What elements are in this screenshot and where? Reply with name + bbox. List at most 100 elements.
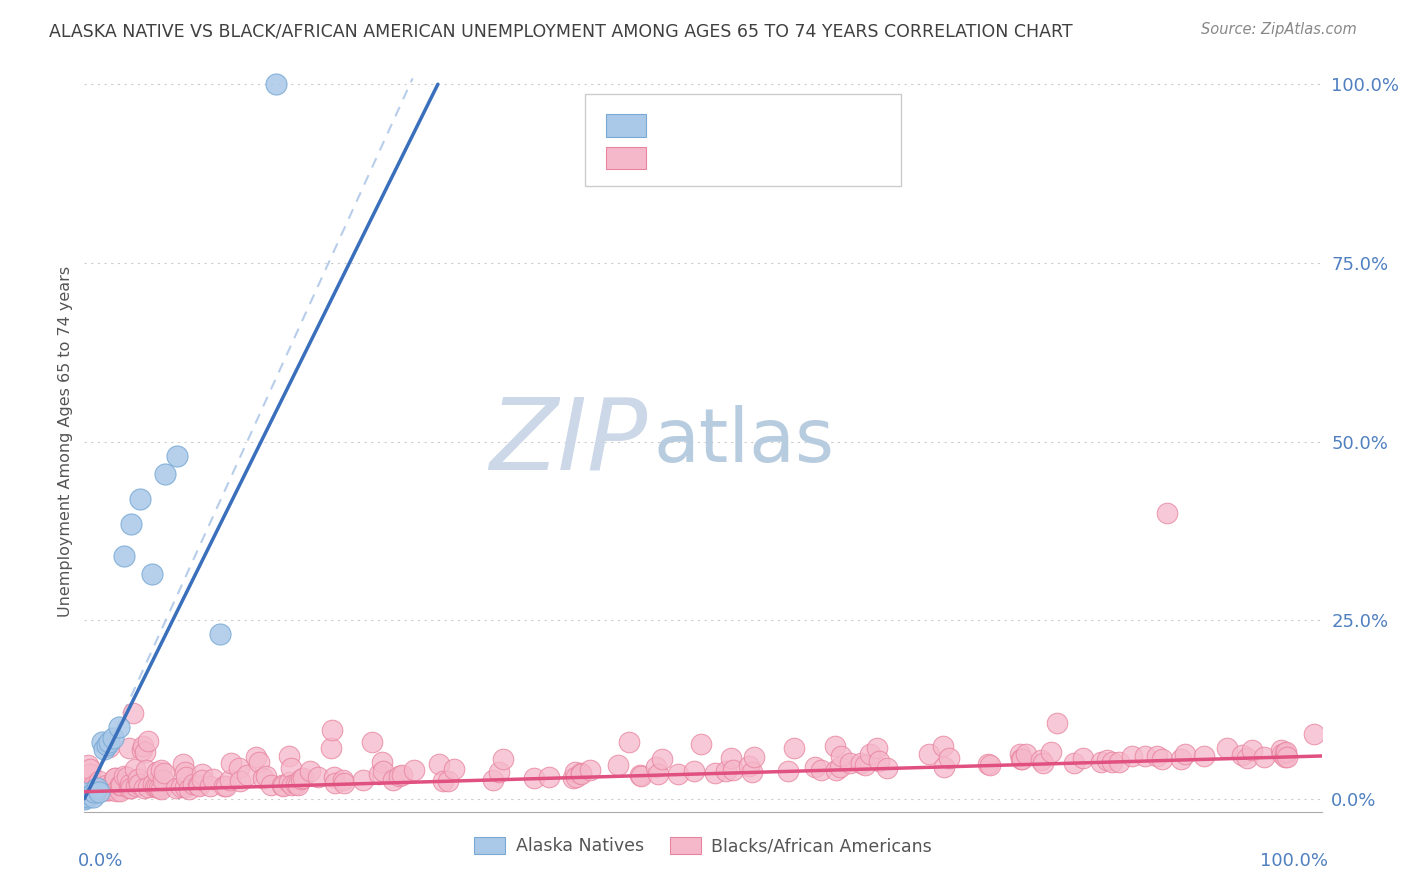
Point <box>82 779 104 793</box>
Point <box>79 767 101 781</box>
Point <box>87 784 110 798</box>
Point <box>322 770 344 784</box>
Point <box>76 783 98 797</box>
Point <box>1008 747 1031 761</box>
Point <box>187 780 209 794</box>
Point <box>371 755 394 769</box>
Point <box>1192 748 1215 763</box>
Point <box>247 755 270 769</box>
Point <box>1275 745 1298 759</box>
Point <box>132 780 155 795</box>
Point <box>876 761 898 775</box>
Point <box>721 763 744 777</box>
Point <box>79 789 101 803</box>
Point <box>120 777 142 791</box>
Point <box>94 783 117 797</box>
Point <box>839 756 862 771</box>
Point <box>1150 752 1173 766</box>
Point <box>108 720 131 734</box>
Point <box>298 764 321 779</box>
Point <box>287 778 309 792</box>
Point <box>432 774 454 789</box>
Point <box>90 734 112 748</box>
Point <box>86 781 108 796</box>
Text: atlas: atlas <box>654 405 835 478</box>
Point <box>651 752 673 766</box>
Point <box>738 759 761 773</box>
Point <box>146 764 169 779</box>
Point <box>979 758 1001 772</box>
Point <box>77 758 100 772</box>
Point <box>128 777 150 791</box>
Point <box>149 781 172 796</box>
Point <box>932 760 955 774</box>
Point <box>89 785 111 799</box>
Point <box>153 765 176 780</box>
Point <box>630 768 652 782</box>
Point <box>153 467 176 481</box>
Point <box>98 783 121 797</box>
Text: R = 0.431: R = 0.431 <box>659 149 749 167</box>
Text: N = 196: N = 196 <box>796 149 876 167</box>
Point <box>1146 748 1168 763</box>
Point <box>1253 749 1275 764</box>
Point <box>215 779 238 793</box>
Point <box>427 757 450 772</box>
Point <box>136 733 159 747</box>
Bar <box>606 114 647 136</box>
Point <box>321 723 343 738</box>
Point <box>1063 756 1085 770</box>
Point <box>135 763 157 777</box>
Point <box>1032 756 1054 771</box>
Point <box>868 755 890 769</box>
Point <box>191 767 214 781</box>
Point <box>804 760 827 774</box>
Point <box>97 740 120 755</box>
Point <box>209 627 232 641</box>
Point <box>388 769 411 783</box>
Text: 0.0%: 0.0% <box>79 853 124 871</box>
Point <box>858 747 880 761</box>
Point <box>191 772 214 787</box>
Point <box>219 773 242 788</box>
Point <box>332 772 354 787</box>
Point <box>96 738 118 752</box>
Point <box>1236 751 1258 765</box>
Point <box>181 777 204 791</box>
Point <box>666 767 689 781</box>
Point <box>1241 743 1264 757</box>
Point <box>1121 748 1143 763</box>
Point <box>630 769 652 783</box>
Point <box>260 779 283 793</box>
Point <box>437 774 460 789</box>
Point <box>146 780 169 794</box>
Point <box>1274 749 1296 764</box>
Point <box>124 762 146 776</box>
Point <box>482 772 505 787</box>
Text: R = 0.625: R = 0.625 <box>659 117 749 135</box>
Point <box>606 757 628 772</box>
Point <box>73 786 96 800</box>
Point <box>105 784 128 798</box>
Point <box>73 790 96 805</box>
Point <box>1156 506 1178 520</box>
Point <box>73 789 96 803</box>
Point <box>127 772 149 786</box>
Point <box>73 792 96 806</box>
Point <box>271 779 294 793</box>
Point <box>82 784 104 798</box>
Point <box>1270 743 1292 757</box>
Point <box>1046 715 1069 730</box>
Point <box>828 760 851 774</box>
Point <box>84 783 107 797</box>
Point <box>1095 752 1118 766</box>
Point <box>291 771 314 785</box>
Point <box>174 764 197 779</box>
Point <box>141 566 163 581</box>
Point <box>82 789 104 804</box>
Point <box>91 783 114 797</box>
Point <box>1011 752 1033 766</box>
Point <box>198 779 221 793</box>
Point <box>97 782 120 797</box>
Point <box>1216 741 1239 756</box>
